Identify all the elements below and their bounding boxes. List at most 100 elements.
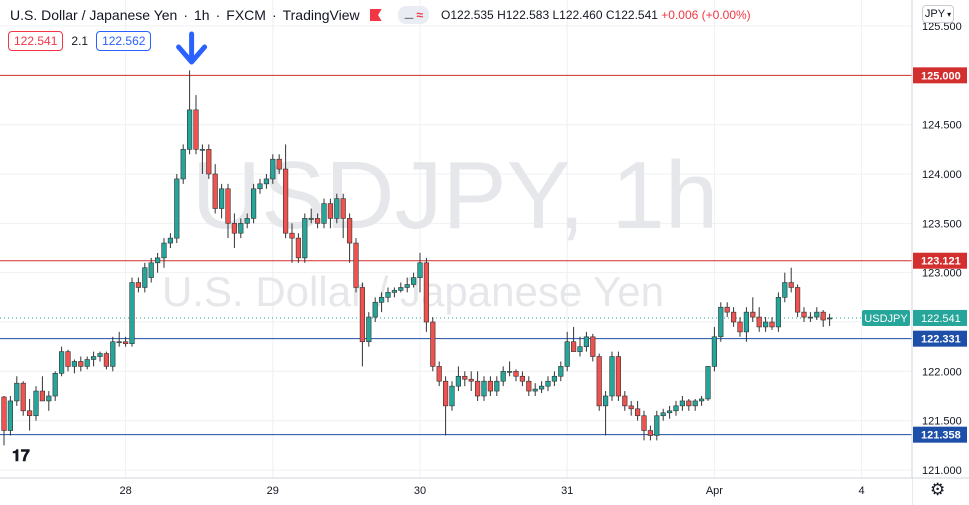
y-tick-label: 124.000 xyxy=(922,169,962,181)
ohlc-open: O122.535 xyxy=(441,8,494,22)
candle-body xyxy=(756,316,762,328)
level-price-label: 125.000 xyxy=(921,70,961,82)
candle-body xyxy=(148,262,154,278)
x-tick-label: Apr xyxy=(706,485,723,497)
candle-body xyxy=(609,356,615,397)
market-status-pill[interactable]: ⚊ ≈ xyxy=(397,6,430,24)
watermark-ticker: USDJPY, 1h xyxy=(192,142,719,249)
ohlc-high: H122.583 xyxy=(497,8,550,22)
currency-label: JPY xyxy=(924,8,946,20)
candle-body xyxy=(462,375,468,380)
candle-body xyxy=(500,371,506,382)
candle-body xyxy=(558,366,564,377)
candle-body xyxy=(353,242,359,288)
candle-body xyxy=(193,109,199,150)
level-price-label: 122.331 xyxy=(921,334,961,346)
candle-body xyxy=(449,385,455,407)
flag-icon[interactable] xyxy=(369,9,382,21)
candle-body xyxy=(231,223,238,234)
tradingview-logo-icon[interactable]: 𝟏𝟕 xyxy=(12,446,30,465)
candle-body xyxy=(410,277,417,285)
candle-body xyxy=(270,158,276,180)
candle-body xyxy=(487,380,494,392)
candle-body xyxy=(84,359,90,367)
source-sep: · xyxy=(271,7,277,23)
candle-body xyxy=(167,237,174,244)
candle-body xyxy=(442,380,449,407)
candle-body xyxy=(123,341,129,345)
x-tick-label: 29 xyxy=(267,485,279,497)
candle-body xyxy=(788,282,794,288)
candle-body xyxy=(455,375,462,387)
candle-body xyxy=(308,218,314,220)
candle-body xyxy=(302,218,308,259)
candle-body xyxy=(155,257,161,264)
buy-button[interactable]: 122.562 xyxy=(96,31,152,51)
candle-body xyxy=(506,371,513,373)
candle-body xyxy=(103,353,109,367)
chevron-down-icon: ▾ xyxy=(947,9,952,19)
candle-body xyxy=(622,395,628,407)
candle-body xyxy=(820,311,826,321)
candle-body xyxy=(366,316,372,343)
candle-body xyxy=(698,398,705,402)
symbol-name[interactable]: U.S. Dollar / Japanese Yen xyxy=(10,7,178,23)
ohlc-low: L122.460 xyxy=(552,8,603,22)
candle-body xyxy=(1,396,7,431)
interval[interactable]: 1h xyxy=(194,7,210,23)
y-tick-label: 123.000 xyxy=(922,268,962,280)
candle-body xyxy=(686,400,692,407)
candle-body xyxy=(634,408,641,417)
candle-body xyxy=(737,321,743,333)
level-price-tag xyxy=(913,67,967,84)
trade-panel: 122.541 2.1 122.562 xyxy=(8,30,152,52)
candle-body xyxy=(577,346,583,352)
candle-body xyxy=(679,400,685,407)
candle-body xyxy=(826,317,833,320)
candle-body xyxy=(468,378,474,382)
candle-body xyxy=(762,321,769,328)
candle-body xyxy=(551,375,557,382)
level-price-tag xyxy=(913,330,967,347)
candle-body xyxy=(615,356,621,397)
candle-body xyxy=(65,351,71,367)
y-tick-label: 125.500 xyxy=(922,21,962,33)
x-tick-label: 31 xyxy=(561,485,573,497)
candle-body xyxy=(314,218,321,224)
y-tick-label: 123.500 xyxy=(922,218,962,230)
candle-body xyxy=(20,382,26,412)
candle-body xyxy=(346,218,353,244)
candle-body xyxy=(782,282,788,298)
candle-body xyxy=(174,178,180,239)
source: TradingView xyxy=(282,7,360,23)
candle-body xyxy=(398,287,404,291)
candle-body xyxy=(718,306,724,338)
candle-body xyxy=(596,356,602,407)
current-price-tag xyxy=(913,309,967,326)
ohlc-close: C122.541 xyxy=(605,8,658,22)
candles xyxy=(1,70,833,446)
candle-body xyxy=(743,311,749,333)
candle-body xyxy=(39,390,45,402)
candle-body xyxy=(219,188,225,209)
candle-body xyxy=(494,380,500,392)
chart-header: U.S. Dollar / Japanese Yen · 1h · FXCM ·… xyxy=(0,0,912,30)
candle-body xyxy=(730,311,737,323)
currency-selector[interactable]: JPY ▾ xyxy=(922,5,954,23)
candle-body xyxy=(14,382,20,402)
candle-body xyxy=(513,371,519,377)
sell-button[interactable]: 122.541 xyxy=(8,31,64,51)
candle-body xyxy=(711,336,717,367)
dots-icon: ⚊ xyxy=(403,8,415,22)
gear-icon[interactable]: ⚙ xyxy=(930,480,946,500)
candle-body xyxy=(519,375,525,382)
level-price-tag xyxy=(913,426,967,443)
candle-body xyxy=(135,282,142,288)
candle-body xyxy=(545,380,551,387)
candle-body xyxy=(769,321,775,328)
candle-body xyxy=(257,183,263,190)
candle-body xyxy=(430,321,436,367)
candle-body xyxy=(263,178,270,185)
